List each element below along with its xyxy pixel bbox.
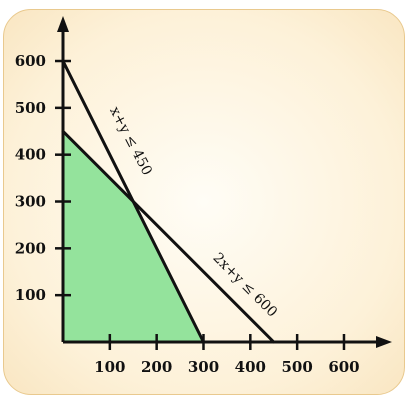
y-tick-label: 500: [15, 99, 46, 117]
x-tick-label: 200: [141, 358, 172, 376]
y-tick-label: 600: [15, 52, 46, 70]
y-tick-label: 200: [15, 239, 46, 257]
x-tick-label: 600: [328, 358, 359, 376]
y-tick-label: 400: [15, 146, 46, 164]
x-tick-label: 300: [188, 358, 219, 376]
feasible-region: [63, 131, 204, 342]
x-axis-arrow-icon: [376, 336, 392, 348]
y-ticks: 100 200 300 400 500 600: [15, 52, 71, 304]
y-tick-label: 100: [15, 286, 46, 304]
x-tick-label: 500: [281, 358, 312, 376]
constraint-line-2: [61, 129, 276, 344]
x-tick-label: 400: [235, 358, 266, 376]
constraint-label-2: 2x+y ≤ 600: [210, 250, 281, 321]
x-tick-label: 100: [94, 358, 125, 376]
y-tick-label: 300: [15, 193, 46, 211]
constraint-label-1: x+y ≤ 450: [106, 104, 155, 178]
x-ticks: 100 200 300 400 500 600: [94, 334, 360, 376]
y-axis-arrow-icon: [57, 16, 69, 32]
